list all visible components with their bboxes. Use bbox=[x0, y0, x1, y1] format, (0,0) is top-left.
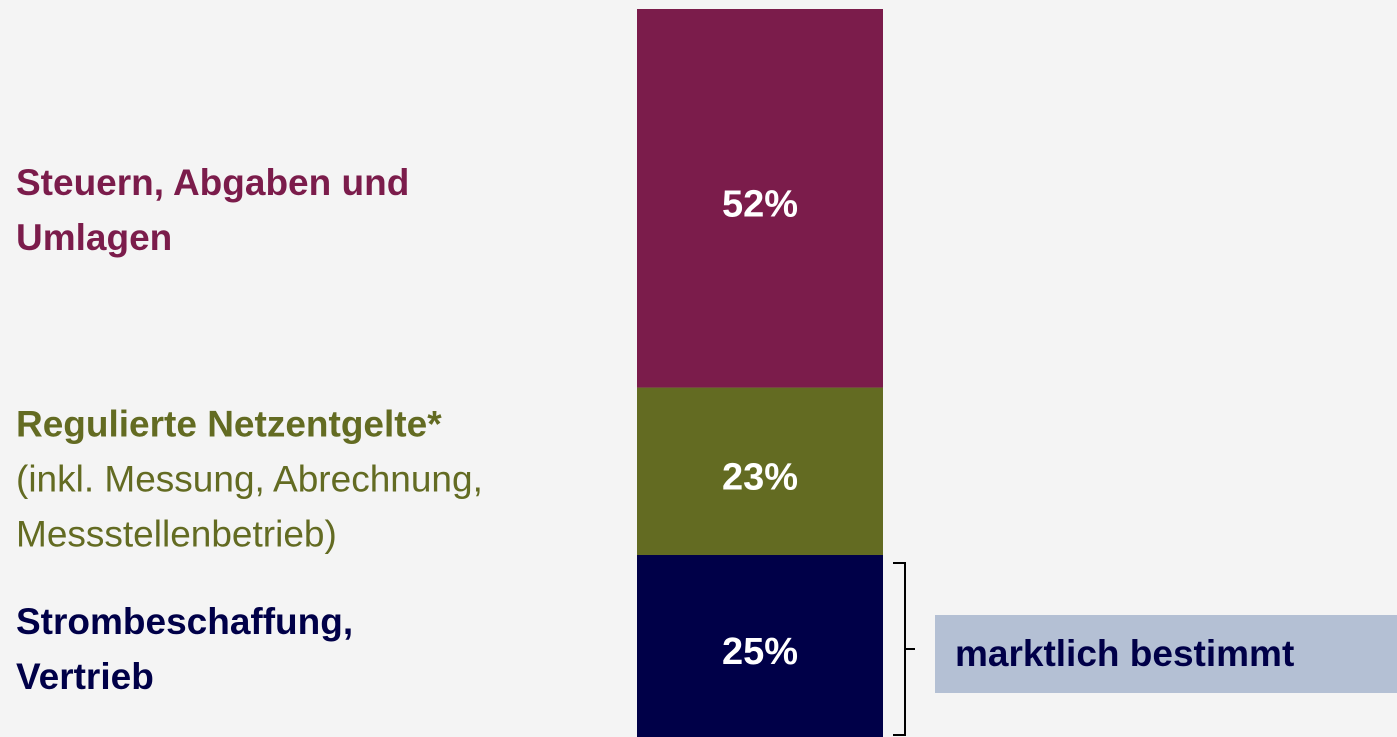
data-label: 52% bbox=[722, 183, 798, 225]
annotation: marktlich bestimmt bbox=[935, 615, 1397, 693]
bracket bbox=[893, 562, 915, 736]
data-label: 25% bbox=[722, 631, 798, 673]
bar-segment bbox=[637, 387, 883, 555]
legend-label: Steuern, Abgaben und Umlagen bbox=[16, 155, 456, 265]
bar-segment bbox=[637, 9, 883, 388]
legend-label: Regulierte Netzentgelte* (inkl. Messung, … bbox=[16, 397, 626, 562]
label-name: Steuern, Abgaben und Umlagen bbox=[16, 162, 410, 259]
label-name: Strombeschaffung, Vertrieb bbox=[16, 601, 354, 697]
legend-label: Strombeschaffung, Vertrieb bbox=[16, 594, 456, 704]
label-name: Regulierte Netzentgelte* bbox=[16, 403, 442, 445]
data-label: 23% bbox=[722, 456, 798, 498]
bar-segment bbox=[637, 555, 883, 737]
label-description: (inkl. Messung, Abrechnung, Messstellenb… bbox=[16, 458, 483, 555]
